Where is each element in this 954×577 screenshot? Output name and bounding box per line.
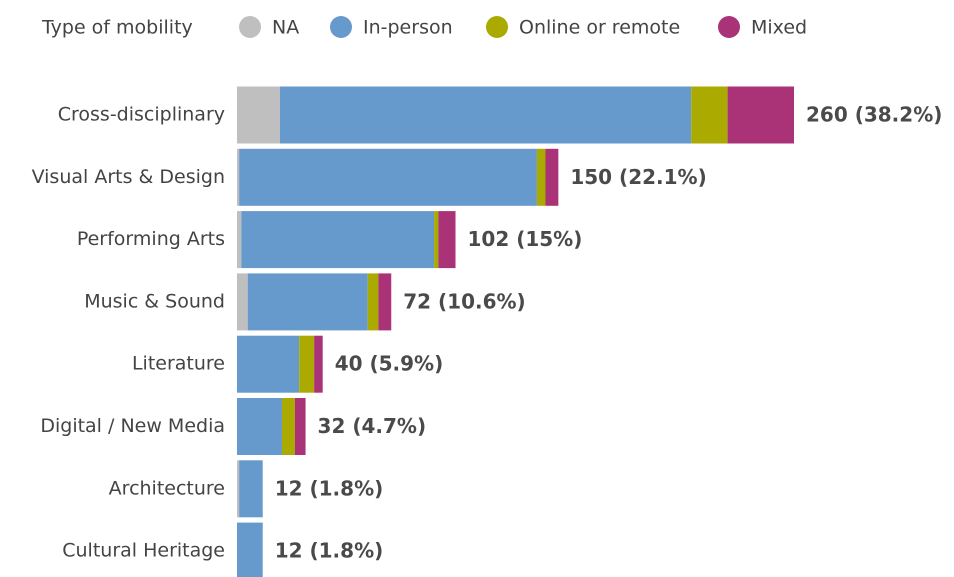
bar-segment: [241, 211, 435, 269]
bar-segment: [279, 86, 692, 144]
y-tick-label: Cultural Heritage: [62, 540, 225, 562]
bar-segment: [281, 398, 295, 455]
bar-segment: [438, 211, 456, 269]
legend-label: Online or remote: [519, 17, 680, 39]
bar-segment: [545, 148, 559, 206]
bar-segment: [237, 460, 240, 518]
y-tick-label: Architecture: [109, 477, 225, 499]
legend-label: Mixed: [751, 17, 807, 39]
bar-segment: [691, 86, 728, 144]
legend-swatch: [239, 16, 261, 38]
bar-segment: [239, 460, 263, 518]
y-tick-label: Cross-disciplinary: [58, 104, 225, 126]
legend-title: Type of mobility: [41, 17, 193, 39]
value-label: 12 (1.8%): [275, 539, 384, 563]
y-tick-label: Digital / New Media: [40, 415, 225, 437]
bar-segment: [237, 211, 242, 269]
bar-segment: [247, 273, 368, 331]
bar-segment: [434, 211, 439, 269]
bar-segment: [378, 273, 392, 331]
bar-segment: [237, 522, 263, 577]
bar-segment: [367, 273, 379, 331]
legend-label: In-person: [363, 17, 453, 39]
bar-segment: [237, 148, 240, 206]
y-tick-label: Performing Arts: [77, 228, 225, 250]
legend-swatch: [330, 16, 352, 38]
legend-swatch: [486, 16, 508, 38]
bar-segment: [239, 148, 537, 206]
legend-label: NA: [272, 17, 299, 39]
bar-segment: [294, 398, 306, 455]
bar-segment: [299, 335, 315, 393]
bar-segment: [536, 148, 546, 206]
bar-segment: [237, 398, 282, 455]
value-label: 72 (10.6%): [403, 289, 525, 313]
y-tick-label: Visual Arts & Design: [32, 166, 225, 188]
bar-segment: [237, 273, 248, 331]
value-label: 150 (22.1%): [570, 165, 706, 189]
y-tick-label: Music & Sound: [84, 290, 225, 312]
bar-segment: [237, 335, 300, 393]
value-label: 260 (38.2%): [806, 103, 942, 127]
value-label: 40 (5.9%): [335, 352, 444, 376]
value-label: 32 (4.7%): [318, 414, 427, 438]
legend-swatch: [718, 16, 740, 38]
bar-segment: [237, 86, 280, 144]
value-label: 102 (15%): [468, 227, 583, 251]
value-label: 12 (1.8%): [275, 476, 384, 500]
bar-segment: [314, 335, 323, 393]
y-tick-label: Literature: [132, 353, 225, 375]
bar-segment: [727, 86, 794, 144]
